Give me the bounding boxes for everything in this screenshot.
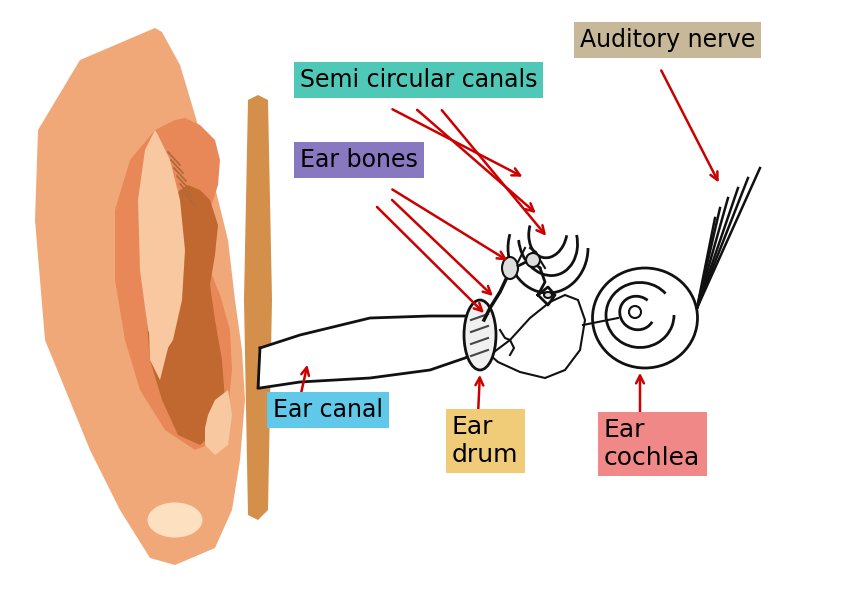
Ellipse shape	[544, 292, 552, 298]
Polygon shape	[205, 390, 232, 455]
Ellipse shape	[629, 306, 641, 318]
Text: Ear bones: Ear bones	[300, 148, 418, 172]
Polygon shape	[115, 118, 232, 450]
Polygon shape	[35, 28, 245, 565]
Text: Semi circular canals: Semi circular canals	[300, 68, 537, 92]
Polygon shape	[145, 185, 225, 445]
Polygon shape	[148, 200, 170, 380]
Polygon shape	[260, 316, 478, 388]
Text: Ear
drum: Ear drum	[452, 415, 519, 467]
Polygon shape	[490, 295, 585, 378]
Ellipse shape	[464, 300, 496, 370]
Text: Ear canal: Ear canal	[273, 398, 383, 422]
Polygon shape	[244, 95, 272, 520]
Ellipse shape	[502, 257, 518, 279]
Text: Ear
cochlea: Ear cochlea	[604, 418, 701, 470]
Ellipse shape	[147, 502, 202, 538]
Polygon shape	[138, 130, 185, 360]
Ellipse shape	[526, 253, 540, 267]
Text: Auditory nerve: Auditory nerve	[580, 28, 755, 52]
